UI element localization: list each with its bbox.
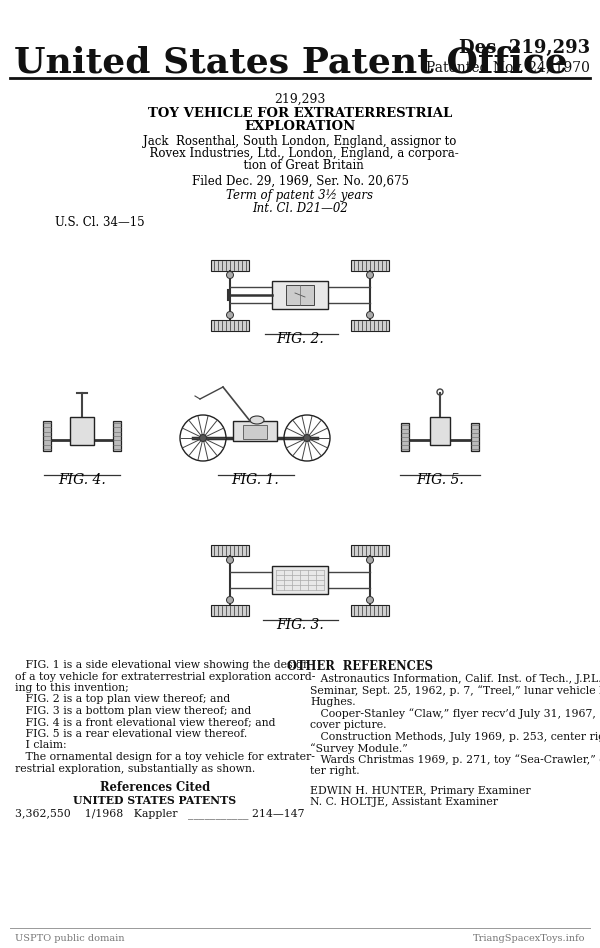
Text: ing to this invention;: ing to this invention; — [15, 683, 129, 693]
Text: ter right.: ter right. — [310, 766, 359, 776]
Text: Astronautics Information, Calif. Inst. of Tech., J.P.L.: Astronautics Information, Calif. Inst. o… — [310, 674, 600, 684]
Text: EXPLORATION: EXPLORATION — [244, 120, 356, 133]
Bar — [351, 319, 389, 331]
Text: Rovex Industries, Ltd., London, England, a corpora-: Rovex Industries, Ltd., London, England,… — [142, 147, 458, 160]
Circle shape — [367, 271, 373, 279]
Text: The ornamental design for a toy vehicle for extrater-: The ornamental design for a toy vehicle … — [15, 752, 315, 762]
Circle shape — [227, 312, 233, 319]
Circle shape — [304, 434, 311, 442]
Bar — [243, 425, 267, 439]
Text: cover picture.: cover picture. — [310, 720, 386, 730]
Bar — [272, 281, 328, 309]
Ellipse shape — [250, 416, 264, 424]
Text: of a toy vehicle for extraterrestrial exploration accord-: of a toy vehicle for extraterrestrial ex… — [15, 671, 316, 682]
Bar — [471, 423, 479, 451]
Text: FIG. 3.: FIG. 3. — [276, 618, 324, 632]
Bar — [211, 319, 249, 331]
Text: FIG. 3 is a bottom plan view thereof; and: FIG. 3 is a bottom plan view thereof; an… — [15, 706, 251, 716]
Text: U.S. Cl. 34—15: U.S. Cl. 34—15 — [55, 216, 145, 229]
Circle shape — [367, 556, 373, 563]
Circle shape — [367, 596, 373, 604]
Bar — [233, 421, 277, 441]
Circle shape — [227, 596, 233, 604]
Text: TriangSpacexToys.info: TriangSpacexToys.info — [473, 934, 585, 943]
Text: Cooper-Stanley “Claw,” flyer recv’d July 31, 1967,: Cooper-Stanley “Claw,” flyer recv’d July… — [310, 708, 596, 720]
Bar — [351, 605, 389, 615]
Text: OTHER  REFERENCES: OTHER REFERENCES — [287, 660, 433, 673]
Text: Patented Nov. 24, 1970: Patented Nov. 24, 1970 — [426, 60, 590, 74]
Text: FIG. 5 is a rear elevational view thereof.: FIG. 5 is a rear elevational view thereo… — [15, 729, 247, 739]
Text: TOY VEHICLE FOR EXTRATERRESTRIAL: TOY VEHICLE FOR EXTRATERRESTRIAL — [148, 107, 452, 120]
Bar — [430, 417, 450, 445]
Text: Term of patent 3½ years: Term of patent 3½ years — [227, 189, 373, 202]
Text: “Survey Module.”: “Survey Module.” — [310, 743, 408, 754]
Text: Seminar, Sept. 25, 1962, p. 7, “Treel,” lunar vehicle by: Seminar, Sept. 25, 1962, p. 7, “Treel,” … — [310, 685, 600, 696]
Text: FIG. 4.: FIG. 4. — [58, 473, 106, 487]
Text: FIG. 2 is a top plan view thereof; and: FIG. 2 is a top plan view thereof; and — [15, 695, 230, 704]
Circle shape — [199, 434, 206, 442]
Text: I claim:: I claim: — [15, 740, 67, 751]
Text: Hughes.: Hughes. — [310, 697, 356, 707]
Text: Wards Christmas 1969, p. 271, toy “Sea-Crawler,” cen-: Wards Christmas 1969, p. 271, toy “Sea-C… — [310, 755, 600, 765]
Text: tion of Great Britain: tion of Great Britain — [236, 159, 364, 172]
Bar — [401, 423, 409, 451]
Bar — [351, 260, 389, 270]
Bar — [211, 260, 249, 270]
Text: EDWIN H. HUNTER, Primary Examiner: EDWIN H. HUNTER, Primary Examiner — [310, 786, 530, 795]
Text: FIG. 1.: FIG. 1. — [231, 473, 279, 487]
Bar — [211, 544, 249, 556]
Bar — [70, 417, 94, 445]
Circle shape — [227, 271, 233, 279]
Text: United States Patent Office: United States Patent Office — [14, 45, 568, 79]
Text: Construction Methods, July 1969, p. 253, center right: Construction Methods, July 1969, p. 253,… — [310, 732, 600, 741]
Bar — [272, 566, 328, 594]
Text: N. C. HOLTJE, Assistant Examiner: N. C. HOLTJE, Assistant Examiner — [310, 797, 498, 807]
Bar — [211, 605, 249, 615]
Text: FIG. 2.: FIG. 2. — [276, 332, 324, 346]
Text: Jack  Rosenthal, South London, England, assignor to: Jack Rosenthal, South London, England, a… — [143, 135, 457, 148]
Text: USPTO public domain: USPTO public domain — [15, 934, 125, 943]
Text: Des. 219,293: Des. 219,293 — [459, 39, 590, 57]
Bar — [351, 544, 389, 556]
Text: FIG. 1 is a side elevational view showing the design: FIG. 1 is a side elevational view showin… — [15, 660, 310, 670]
Text: 219,293: 219,293 — [274, 93, 326, 106]
Text: UNITED STATES PATENTS: UNITED STATES PATENTS — [73, 795, 236, 806]
Bar — [113, 421, 121, 451]
Bar — [286, 285, 314, 305]
Text: Int. Cl. D21—02: Int. Cl. D21—02 — [252, 202, 348, 215]
Text: References Cited: References Cited — [100, 781, 210, 794]
Text: restrial exploration, substantially as shown.: restrial exploration, substantially as s… — [15, 763, 255, 774]
Text: Filed Dec. 29, 1969, Ser. No. 20,675: Filed Dec. 29, 1969, Ser. No. 20,675 — [191, 175, 409, 188]
Bar — [43, 421, 51, 451]
Text: 3,362,550    1/1968   Kappler   ___________ 214—147: 3,362,550 1/1968 Kappler ___________ 214… — [15, 808, 305, 819]
Text: FIG. 4 is a front elevational view thereof; and: FIG. 4 is a front elevational view there… — [15, 718, 275, 727]
Text: FIG. 5.: FIG. 5. — [416, 473, 464, 487]
Circle shape — [367, 312, 373, 319]
Circle shape — [227, 556, 233, 563]
